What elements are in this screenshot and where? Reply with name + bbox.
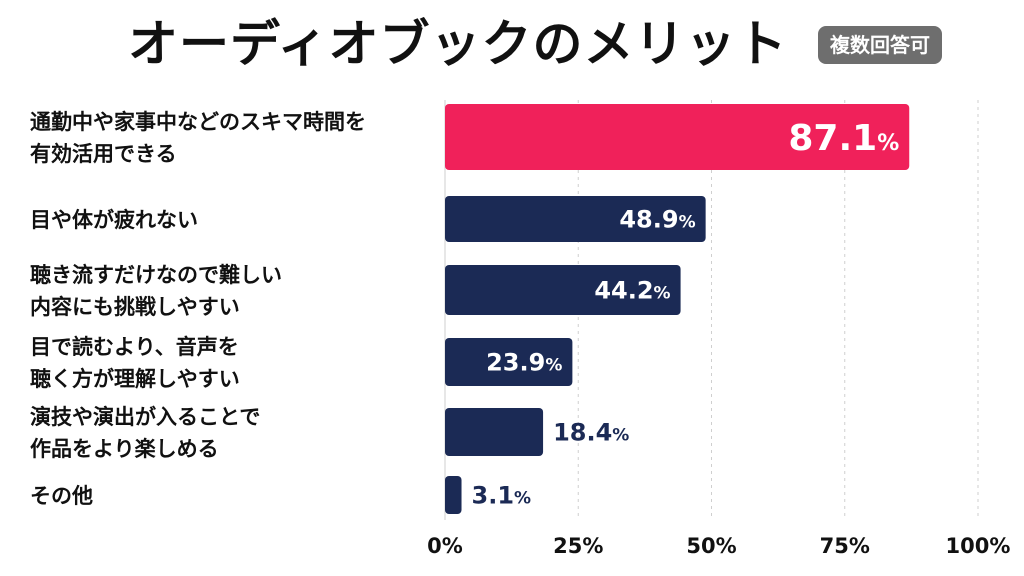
bar <box>445 265 681 315</box>
x-tick-label: 25% <box>553 534 603 558</box>
x-tick-label: 75% <box>820 534 870 558</box>
bar <box>445 196 706 242</box>
bar <box>445 476 462 514</box>
bar-value-label: 23.9% <box>486 349 562 377</box>
chart-title: オーディオブックのメリット <box>128 15 788 73</box>
category-label: 聴き流すだけなので難しい内容にも挑戦しやすい <box>30 263 282 319</box>
category-label: 通勤中や家事中などのスキマ時間を有効活用できる <box>30 110 366 166</box>
category-label: その他 <box>30 484 93 508</box>
bar <box>445 104 910 170</box>
bar-value-label: 87.1% <box>788 118 899 159</box>
bar-value-label: 18.4% <box>553 419 629 447</box>
x-tick-label: 50% <box>686 534 736 558</box>
bar <box>445 408 544 456</box>
bar-value-label: 3.1% <box>472 482 532 510</box>
multiple-answer-badge: 複数回答可 <box>818 26 942 64</box>
category-label: 目で読むより、音声を聴く方が理解しやすい <box>30 335 240 391</box>
bar-value-label: 44.2% <box>594 277 670 305</box>
category-label: 演技や演出が入ることで作品をより楽しめる <box>30 405 260 461</box>
bar <box>445 338 573 386</box>
bar-value-label: 48.9% <box>619 206 695 234</box>
x-tick-label: 0% <box>427 534 463 558</box>
x-tick-label: 100% <box>946 534 1011 558</box>
category-label: 目や体が疲れない <box>30 208 198 232</box>
